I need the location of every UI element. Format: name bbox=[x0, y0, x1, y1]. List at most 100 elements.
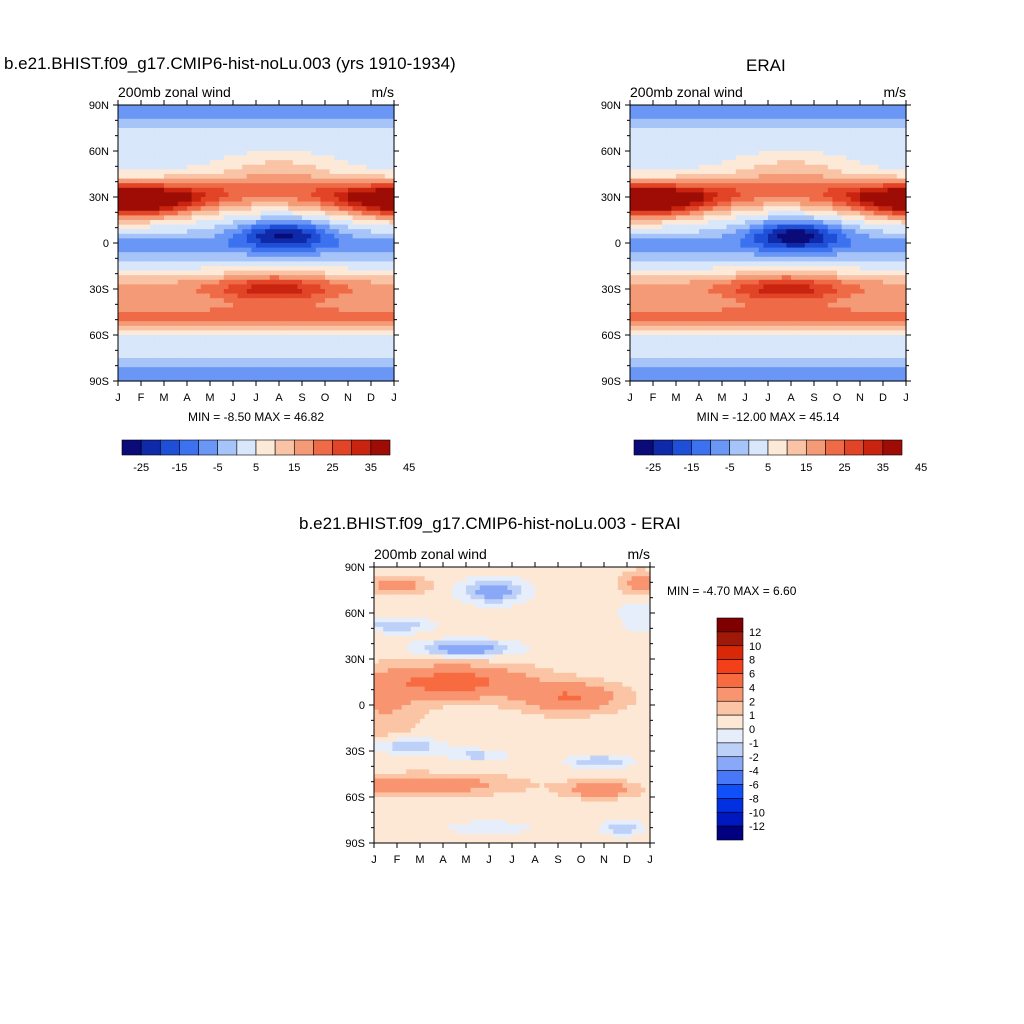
panel1-cell bbox=[196, 293, 202, 299]
panel1-cell bbox=[338, 247, 344, 253]
panel1-cell bbox=[325, 151, 331, 157]
panel1-cell bbox=[371, 155, 377, 161]
panel1-cell bbox=[311, 330, 317, 336]
panel2-cell bbox=[818, 187, 824, 193]
panel2-cell bbox=[850, 178, 856, 184]
panel1-cell bbox=[329, 197, 335, 203]
panel1-cell bbox=[343, 224, 349, 230]
panel2-cell bbox=[643, 183, 649, 189]
panel1-cell bbox=[375, 178, 381, 184]
panel2-cell bbox=[896, 118, 902, 124]
panel1-cell bbox=[338, 325, 344, 331]
panel1-cell bbox=[154, 220, 160, 226]
panel1-cell bbox=[389, 201, 395, 207]
panel1-cell bbox=[315, 330, 321, 336]
panel1-cell bbox=[228, 201, 234, 207]
panel1-cell bbox=[205, 275, 211, 281]
panel1-cell bbox=[159, 164, 165, 170]
panel1-cell bbox=[131, 206, 137, 212]
panel1-cell bbox=[200, 132, 206, 138]
panel2-cell bbox=[860, 132, 866, 138]
panel1-cell bbox=[173, 247, 179, 253]
panel1-cell bbox=[366, 270, 372, 276]
panel1-cell bbox=[256, 146, 262, 152]
panel2-cell bbox=[901, 187, 907, 193]
panel1-cell bbox=[233, 243, 239, 249]
panel1-cell bbox=[219, 229, 225, 235]
panel2-cell bbox=[639, 151, 645, 157]
panel1-cell bbox=[366, 302, 372, 308]
panel1-cell bbox=[315, 238, 321, 244]
panel2-cell bbox=[703, 114, 709, 120]
panel1-cell bbox=[334, 266, 340, 272]
panel2-cell bbox=[901, 192, 907, 198]
panel1-cell bbox=[210, 358, 216, 364]
panel1-cell bbox=[164, 344, 170, 350]
panel1-cell bbox=[361, 321, 367, 327]
panel1-cell bbox=[348, 187, 354, 193]
panel2-cell bbox=[855, 114, 861, 120]
panel1-cell bbox=[118, 353, 124, 359]
panel2-cell bbox=[699, 151, 705, 157]
panel1-cell bbox=[256, 312, 262, 318]
panel1-cell bbox=[154, 155, 160, 161]
panel1-cell bbox=[118, 141, 124, 147]
panel2-cell bbox=[827, 164, 833, 170]
panel1-cell bbox=[154, 224, 160, 230]
panel1-cell bbox=[242, 105, 248, 111]
panel2-cell bbox=[653, 141, 659, 147]
panel1-cell bbox=[371, 284, 377, 290]
panel1-cell bbox=[131, 160, 137, 166]
panel2-cell bbox=[892, 128, 898, 134]
panel1-cell bbox=[131, 192, 137, 198]
panel1-cell bbox=[348, 160, 354, 166]
panel1-cell bbox=[366, 206, 372, 212]
panel1-cell bbox=[288, 289, 294, 295]
panel1-cell bbox=[164, 197, 170, 203]
panel1-cell bbox=[187, 330, 193, 336]
panel2-cell bbox=[680, 174, 686, 180]
panel1-cell bbox=[279, 270, 285, 276]
panel2-cell bbox=[777, 164, 783, 170]
panel1-cell bbox=[288, 293, 294, 299]
panel1-cell bbox=[131, 256, 137, 262]
panel1-cell bbox=[182, 289, 188, 295]
panel1-cell bbox=[118, 137, 124, 143]
panel2-cell bbox=[827, 141, 833, 147]
panel1-cell bbox=[380, 197, 386, 203]
panel1-cell bbox=[173, 256, 179, 262]
panel1-cell bbox=[164, 146, 170, 152]
panel1-cell bbox=[329, 302, 335, 308]
panel1-cell bbox=[200, 206, 206, 212]
panel1-cell bbox=[265, 275, 271, 281]
panel1-cell bbox=[200, 316, 206, 322]
panel2-cell bbox=[754, 109, 760, 115]
panel1-cell bbox=[302, 307, 308, 313]
panel1-cell bbox=[288, 183, 294, 189]
panel1-cell bbox=[265, 183, 271, 189]
panel1-cell bbox=[196, 105, 202, 111]
panel2-cell bbox=[653, 105, 659, 111]
panel1-cell bbox=[348, 302, 354, 308]
panel2-cell bbox=[735, 128, 741, 134]
panel1-cell bbox=[251, 229, 257, 235]
panel1-cell bbox=[210, 330, 216, 336]
panel1-cell bbox=[228, 279, 234, 285]
panel1-cell bbox=[320, 118, 326, 124]
panel2-cell bbox=[680, 201, 686, 207]
panel2-cell bbox=[722, 183, 728, 189]
panel2-cell bbox=[814, 187, 820, 193]
panel1-cell bbox=[127, 252, 133, 258]
panel1-cell bbox=[122, 312, 128, 318]
panel1-cell bbox=[334, 252, 340, 258]
panel2-cell bbox=[694, 201, 700, 207]
panel1-cell bbox=[384, 339, 390, 345]
panel1-cell bbox=[371, 243, 377, 249]
panel1-cell bbox=[205, 201, 211, 207]
panel1-cell bbox=[200, 224, 206, 230]
panel1-cell bbox=[334, 243, 340, 249]
panel2-cell bbox=[855, 118, 861, 124]
panel1-cell bbox=[384, 302, 390, 308]
panel1-cell bbox=[371, 206, 377, 212]
panel2-cell bbox=[689, 155, 695, 161]
